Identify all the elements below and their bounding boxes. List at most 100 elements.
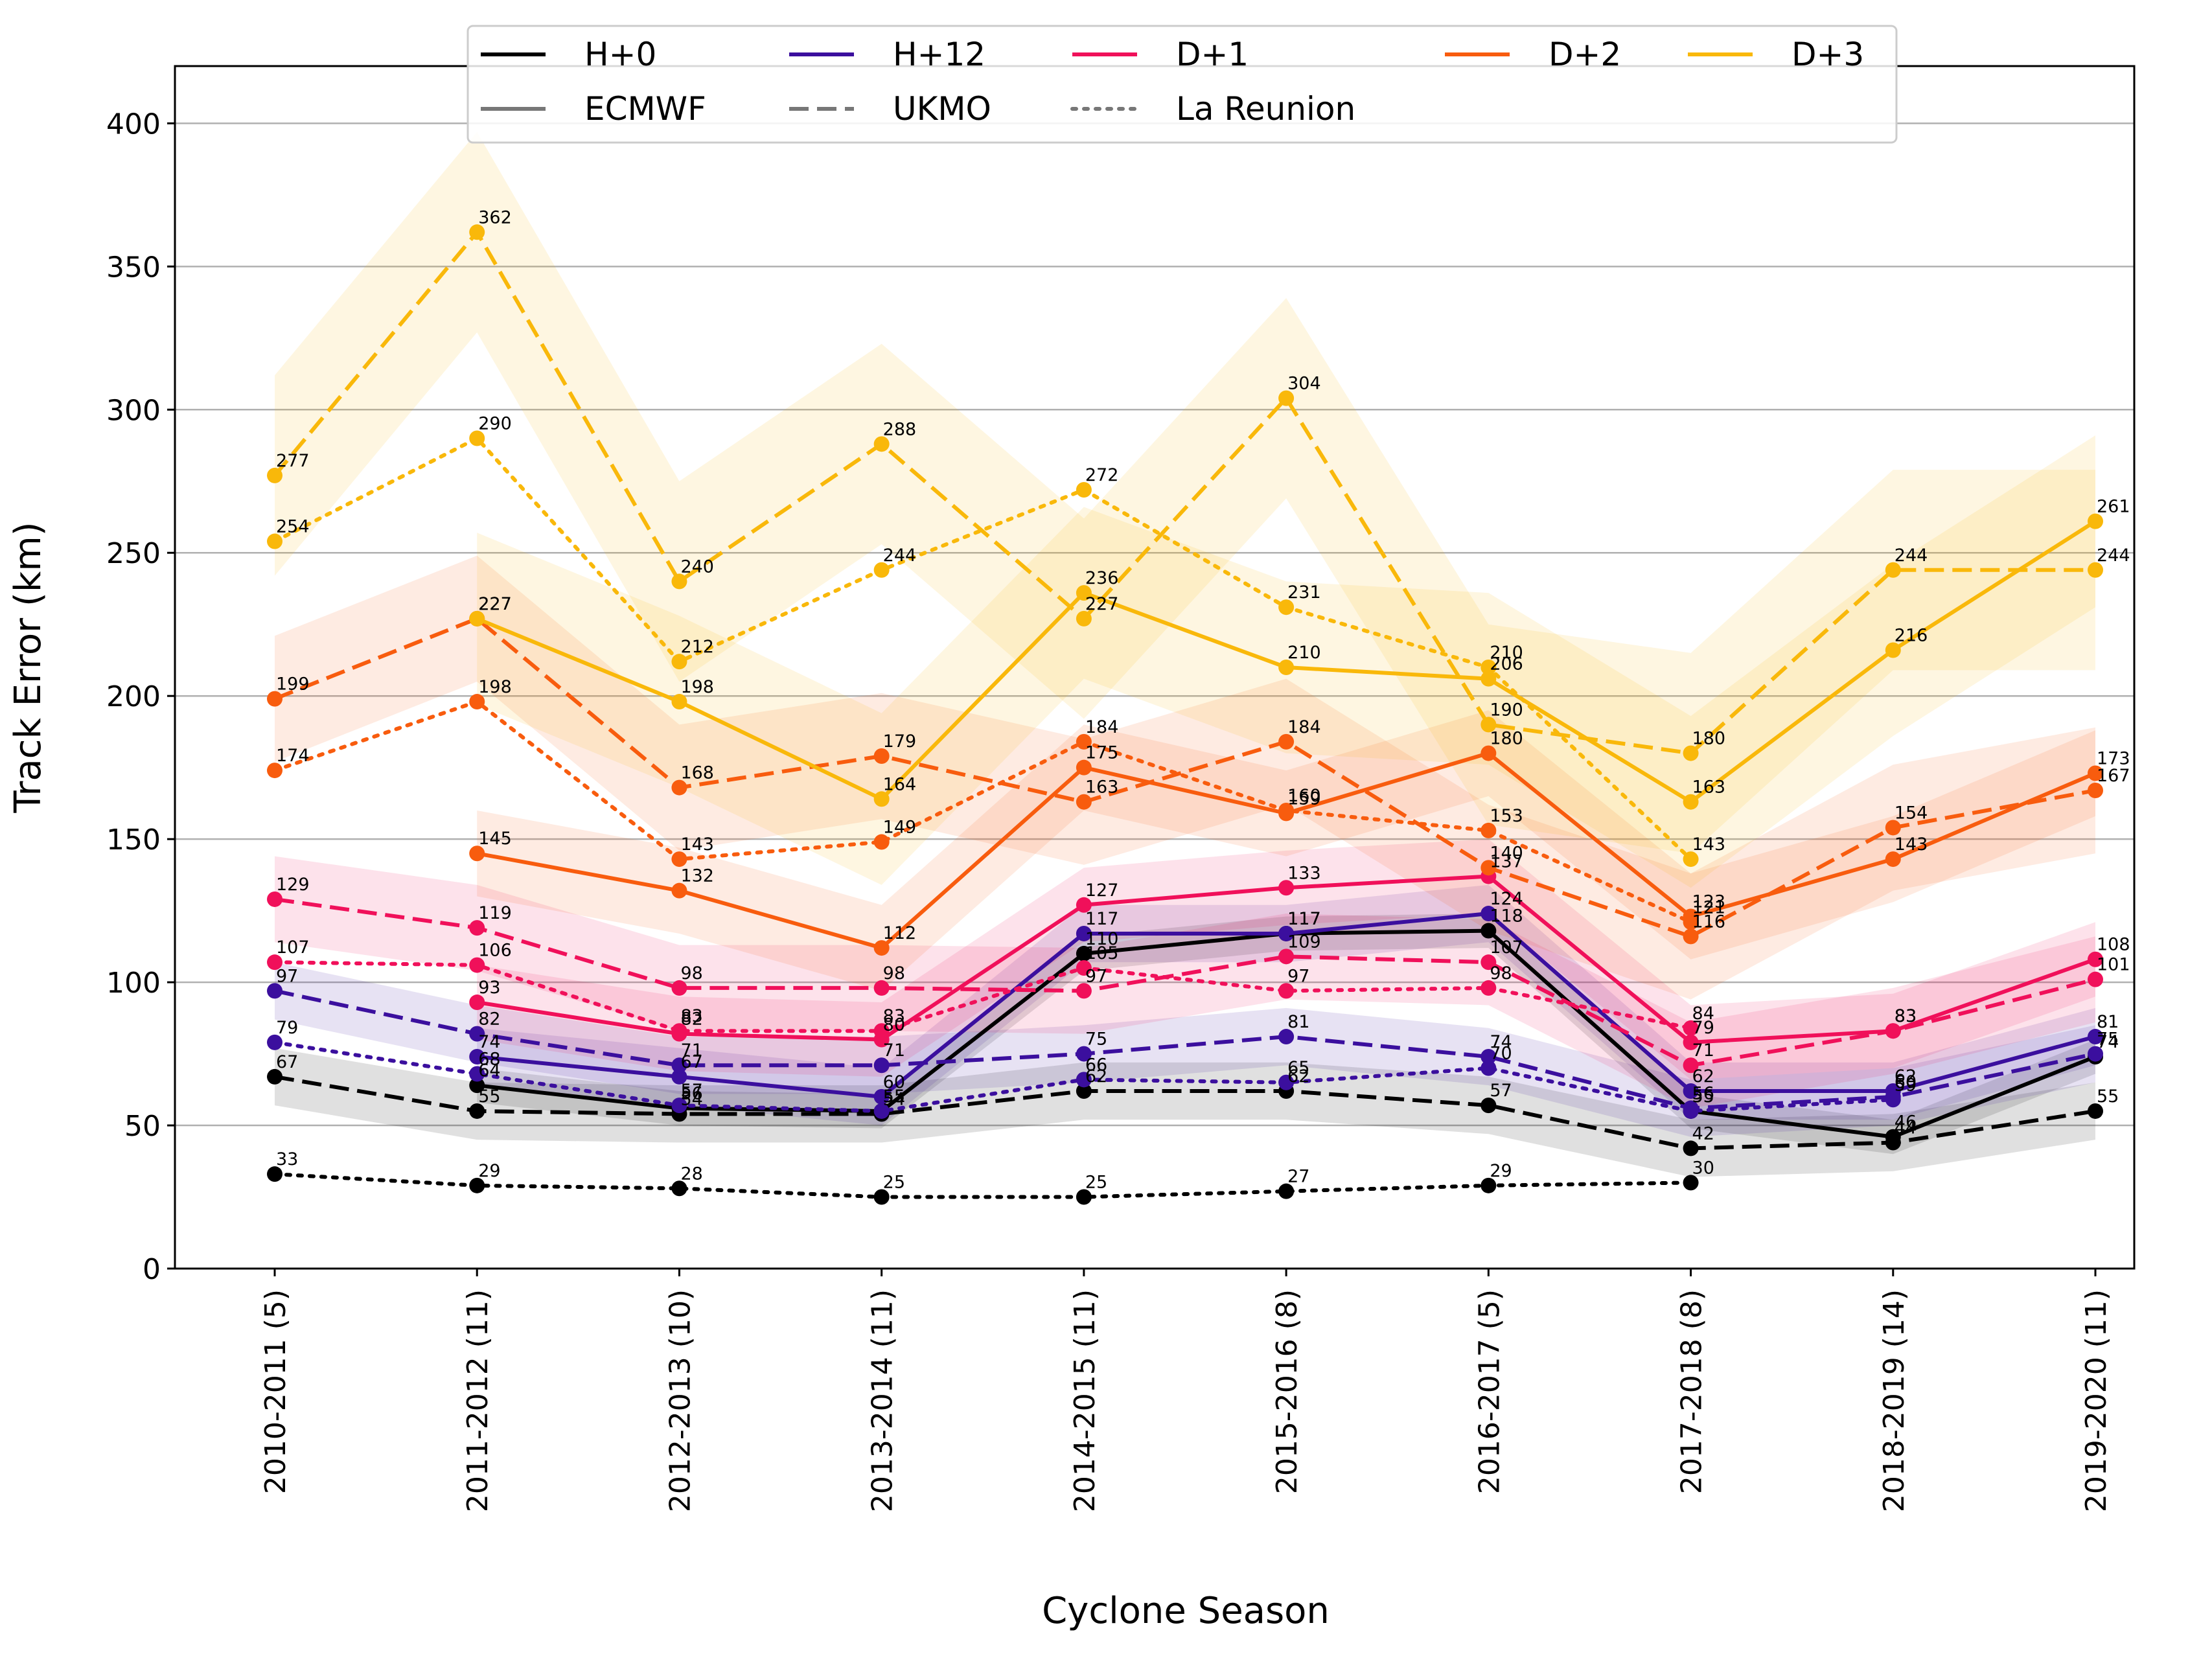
data-label-d-1-ukmo: 98 (680, 963, 702, 983)
data-label-h-12-ukmo: 74 (1490, 1032, 1512, 1052)
data-label-d-3-ecmwf: 227 (478, 594, 512, 614)
point-d-2-ukmo (1278, 733, 1295, 750)
legend-label-d-1: D+1 (1176, 36, 1249, 73)
data-label-h-12-ukmo: 71 (680, 1041, 702, 1061)
point-d-2-ecmwf (671, 882, 687, 899)
point-h-12-ukmo (469, 1026, 485, 1042)
point-h-0-ukmo (1480, 1098, 1497, 1114)
data-label-d-3-ecmwf: 164 (883, 774, 917, 794)
point-h-12-la-reunion (1480, 1060, 1497, 1076)
data-label-d-1-ukmo: 101 (2097, 955, 2130, 975)
x-tick-label: 2010-2011 (5) (259, 1289, 292, 1494)
point-h-12-ecmwf (1076, 925, 1092, 941)
data-label-d-2-ukmo: 140 (1490, 843, 1523, 863)
data-label-h-0-ukmo: 57 (1490, 1081, 1512, 1101)
point-d-3-ecmwf (2088, 513, 2103, 529)
data-label-d-3-ecmwf: 163 (1692, 777, 1726, 798)
point-d-1-la-reunion (1683, 1020, 1699, 1036)
data-label-h-12-ukmo: 56 (1692, 1084, 1714, 1104)
point-h-12-la-reunion (1885, 1092, 1901, 1108)
point-d-3-la-reunion (1480, 660, 1497, 675)
data-label-h-0-ecmwf: 55 (1692, 1087, 1714, 1107)
point-d-1-ecmwf (1278, 880, 1295, 896)
point-h-12-la-reunion (469, 1066, 485, 1082)
point-d-3-la-reunion (267, 533, 282, 549)
data-label-h-0-ecmwf: 74 (2097, 1032, 2119, 1052)
data-label-h-0-ecmwf: 110 (1085, 929, 1119, 949)
point-d-2-la-reunion (873, 834, 890, 850)
data-label-h-12-ukmo: 75 (2097, 1029, 2119, 1050)
point-d-3-la-reunion (1278, 599, 1295, 615)
line-d-3-la-reunion (273, 436, 1693, 862)
point-d-3-ecmwf (1683, 794, 1699, 810)
point-h-12-la-reunion (1076, 1072, 1092, 1088)
data-label-h-12-ecmwf: 62 (1692, 1066, 1714, 1087)
data-label-h-12-ukmo: 81 (1287, 1012, 1309, 1032)
point-h-12-ecmwf (469, 1048, 485, 1064)
point-d-3-la-reunion (1076, 482, 1092, 498)
legend-label-d-2: D+2 (1549, 36, 1621, 73)
point-h-12-ecmwf (2088, 1029, 2103, 1045)
data-label-d-3-la-reunion: 210 (1490, 643, 1523, 663)
data-label-h-0-la-reunion: 27 (1287, 1167, 1309, 1187)
data-label-d-2-ecmwf: 112 (883, 923, 917, 943)
point-h-12-la-reunion (1683, 1103, 1699, 1119)
point-d-2-ukmo (1480, 860, 1497, 876)
data-label-d-1-ukmo: 98 (883, 963, 905, 983)
data-label-d-1-la-reunion: 83 (883, 1006, 905, 1026)
data-label-d-2-la-reunion: 160 (1287, 786, 1321, 806)
data-label-d-3-ukmo: 190 (1490, 700, 1523, 720)
point-d-1-ukmo (671, 980, 687, 996)
data-label-d-1-la-reunion: 83 (680, 1006, 702, 1026)
data-label-h-0-la-reunion: 29 (1490, 1161, 1512, 1181)
point-d-2-ukmo (1076, 794, 1092, 810)
point-d-2-la-reunion (1076, 733, 1092, 750)
point-d-1-la-reunion (1278, 983, 1295, 999)
x-tick-label: 2014-2015 (11) (1068, 1289, 1101, 1512)
point-h-12-la-reunion (267, 1034, 282, 1050)
data-label-h-0-ecmwf: 117 (1287, 909, 1321, 929)
data-label-d-1-la-reunion: 106 (478, 941, 512, 961)
data-label-h-12-ukmo: 75 (1085, 1029, 1107, 1050)
data-label-h-12-la-reunion: 68 (478, 1050, 500, 1070)
data-label-h-12-ecmwf: 60 (883, 1072, 905, 1092)
data-label-d-2-ukmo: 179 (883, 731, 917, 752)
band-d-3-ukmo (275, 132, 2095, 854)
data-label-d-2-la-reunion: 143 (680, 834, 714, 855)
point-d-3-ukmo (2088, 562, 2103, 578)
point-d-2-la-reunion (469, 694, 485, 710)
point-h-12-ukmo (2088, 1046, 2103, 1062)
x-tick-label: 2012-2013 (10) (663, 1289, 697, 1512)
point-d-3-ukmo (1885, 562, 1901, 578)
point-d-2-ecmwf (1480, 745, 1497, 761)
point-d-2-ukmo (1885, 820, 1901, 836)
data-label-d-3-ukmo: 227 (1085, 594, 1119, 614)
point-d-3-ukmo (267, 467, 282, 483)
point-d-1-ukmo (1278, 949, 1295, 965)
legend-label-ecmwf: ECMWF (584, 90, 706, 128)
data-label-d-1-ecmwf: 82 (680, 1009, 702, 1029)
point-d-1-ecmwf (2088, 951, 2103, 967)
data-label-d-3-la-reunion: 244 (883, 546, 917, 566)
x-tick-label: 2019-2020 (11) (2080, 1289, 2113, 1512)
point-d-3-la-reunion (671, 654, 687, 670)
data-label-d-1-ecmwf: 133 (1287, 863, 1321, 883)
data-label-h-0-ecmwf: 56 (680, 1084, 702, 1104)
data-label-d-3-ukmo: 288 (883, 419, 917, 439)
x-tick-label: 2015-2016 (8) (1271, 1289, 1304, 1494)
line-d-3-ukmo (273, 230, 2095, 755)
data-label-d-3-ecmwf: 198 (680, 677, 714, 697)
point-d-1-la-reunion (1480, 980, 1497, 996)
point-d-1-ukmo (1683, 1057, 1699, 1074)
data-label-d-3-ukmo: 304 (1287, 374, 1321, 394)
data-label-d-1-ukmo: 71 (1692, 1041, 1714, 1061)
point-d-3-ukmo (469, 224, 485, 240)
data-label-h-12-ukmo: 97 (276, 966, 298, 986)
data-label-d-1-ecmwf: 127 (1085, 880, 1119, 901)
point-d-2-ukmo (671, 779, 687, 796)
point-d-3-ecmwf (1480, 671, 1497, 687)
point-d-1-ecmwf (469, 995, 485, 1011)
data-label-d-3-ukmo: 180 (1692, 729, 1726, 749)
point-h-0-ukmo (267, 1068, 282, 1085)
line-h-12-ukmo (274, 989, 2096, 1110)
